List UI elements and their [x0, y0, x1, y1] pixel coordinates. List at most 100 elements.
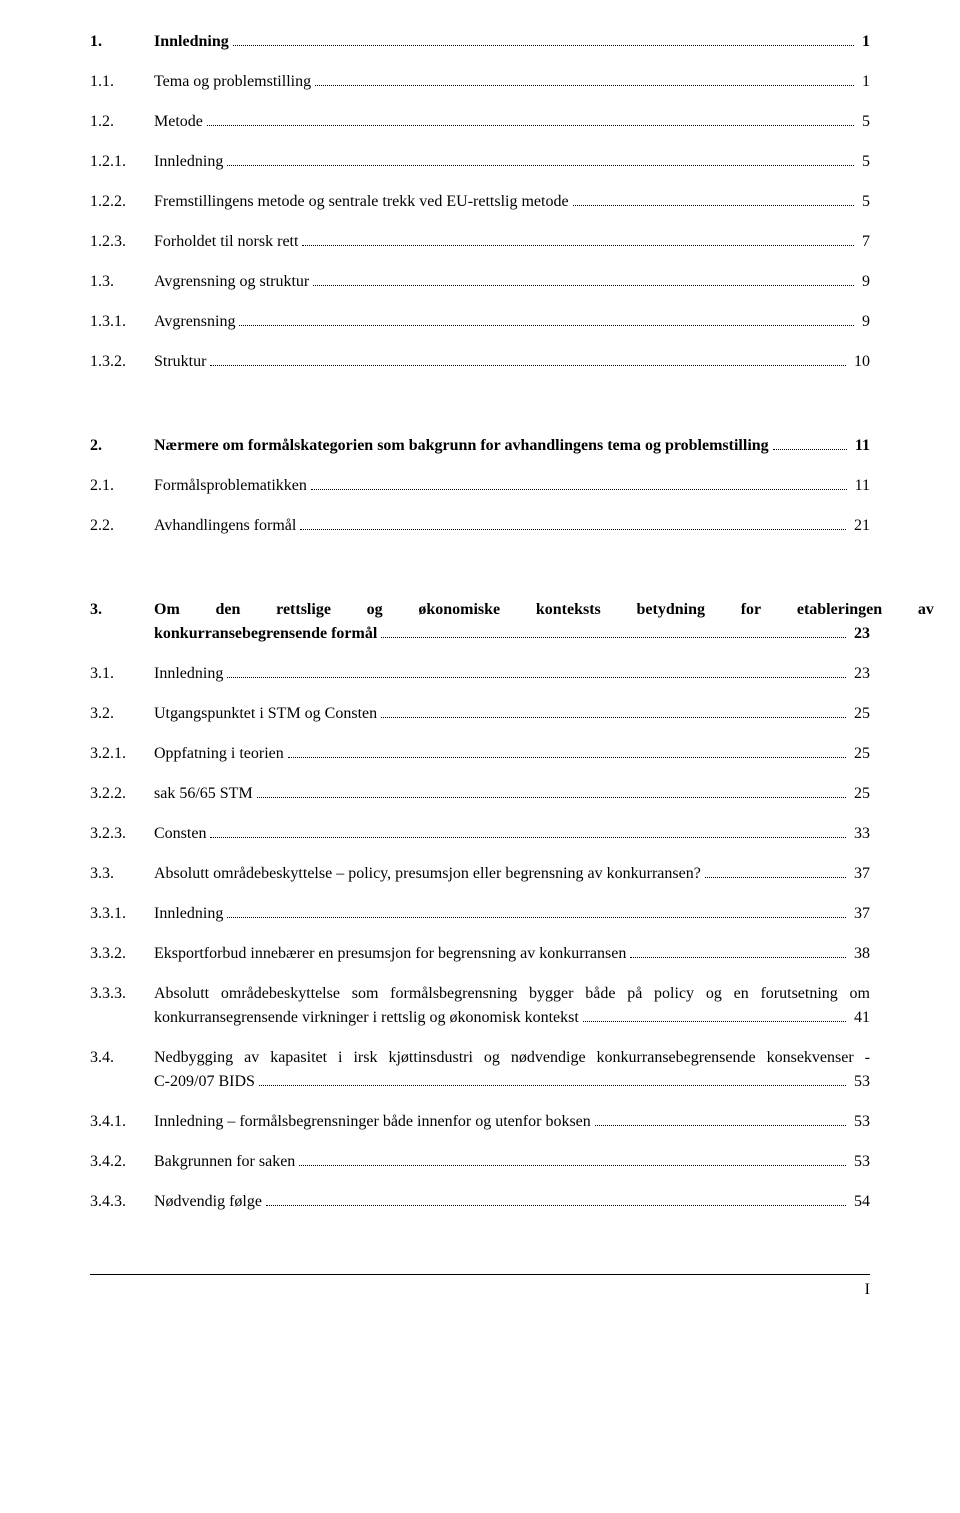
- toc-leader: [595, 1125, 846, 1126]
- toc-page: 11: [851, 434, 870, 458]
- toc-number: 3.2.2.: [90, 782, 154, 806]
- toc-page: 23: [850, 662, 870, 686]
- toc-page: 37: [850, 902, 870, 926]
- toc-leader: [573, 205, 854, 206]
- toc-page: 10: [850, 350, 870, 374]
- toc-page: 25: [850, 702, 870, 726]
- toc-entry: 3.4.1.Innledning – formålsbegrensninger …: [90, 1110, 870, 1134]
- toc-number: 3.4.3.: [90, 1190, 154, 1214]
- toc-number: 1.1.: [90, 70, 154, 94]
- toc-entry: 3.2.1.Oppfatning i teorien 25: [90, 742, 870, 766]
- toc-entry: 1.Innledning1: [90, 30, 870, 54]
- toc-entry: 3.3.3.Absolutt områdebeskyttelse som for…: [90, 982, 870, 1030]
- toc-number: 2.: [90, 434, 154, 458]
- toc-title: sak 56/65 STM: [154, 782, 253, 806]
- toc-title: Utgangspunktet i STM og Consten: [154, 702, 377, 726]
- toc-leader: [311, 489, 847, 490]
- toc-page: 5: [858, 150, 870, 174]
- toc-title: Formålsproblematikken: [154, 474, 307, 498]
- toc-leader: [210, 365, 846, 366]
- toc-page: 23: [850, 622, 870, 646]
- toc-page: 53: [850, 1070, 870, 1094]
- toc-title-cont: konkurransegrensende virkninger i rettsl…: [154, 1006, 579, 1030]
- page-number: I: [865, 1281, 870, 1298]
- toc-entry: 3.4.2.Bakgrunnen for saken53: [90, 1150, 870, 1174]
- toc-page: 37: [850, 862, 870, 886]
- toc-number: 2.2.: [90, 514, 154, 538]
- toc-number: 1.2.3.: [90, 230, 154, 254]
- toc-number: 1.2.1.: [90, 150, 154, 174]
- toc-title: Nødvendig følge: [154, 1190, 262, 1214]
- toc-page: 7: [858, 230, 870, 254]
- toc-entry: 3.3.Absolutt områdebeskyttelse – policy,…: [90, 862, 870, 886]
- toc-leader: [266, 1205, 846, 1206]
- toc-entry: 1.2.3.Forholdet til norsk rett 7: [90, 230, 870, 254]
- toc-page: 41: [850, 1006, 870, 1030]
- toc-page: 9: [858, 310, 870, 334]
- toc-leader: [381, 637, 846, 638]
- toc-entry: 3.3.2.Eksportforbud innebærer en presums…: [90, 942, 870, 966]
- toc-number: 3.2.: [90, 702, 154, 726]
- toc-leader: [227, 917, 846, 918]
- toc-number: 3.4.: [90, 1046, 154, 1070]
- toc-number: 3.2.1.: [90, 742, 154, 766]
- toc-title: Absolutt områdebeskyttelse som formålsbe…: [154, 982, 870, 1006]
- toc-entry: 3.4.3.Nødvendig følge 54: [90, 1190, 870, 1214]
- toc-number: 3.3.2.: [90, 942, 154, 966]
- toc-entry: 1.2.2.Fremstillingens metode og sentrale…: [90, 190, 870, 214]
- toc-entry: 3.2.Utgangspunktet i STM og Consten 25: [90, 702, 870, 726]
- page-footer: I: [90, 1274, 870, 1299]
- toc-title: Oppfatning i teorien: [154, 742, 284, 766]
- toc-title: Forholdet til norsk rett: [154, 230, 298, 254]
- toc-number: 3.4.2.: [90, 1150, 154, 1174]
- toc-number: 3.3.1.: [90, 902, 154, 926]
- toc-title: Metode: [154, 110, 203, 134]
- toc-number: 3.1.: [90, 662, 154, 686]
- toc-leader: [210, 837, 846, 838]
- toc-leader: [233, 45, 854, 46]
- toc-entry: 1.1.Tema og problemstilling1: [90, 70, 870, 94]
- toc-title: Absolutt områdebeskyttelse – policy, pre…: [154, 862, 701, 886]
- toc-page: 1: [858, 30, 870, 54]
- toc-entry: 1.2.Metode5: [90, 110, 870, 134]
- toc-entry: 3.1.Innledning23: [90, 662, 870, 686]
- toc-entry: 3.4.Nedbygging av kapasitet i irsk kjøtt…: [90, 1046, 870, 1094]
- toc-title: Innledning: [154, 902, 223, 926]
- toc-title: Avhandlingens formål: [154, 514, 296, 538]
- toc-entry: 3.Omdenrettsligeogøkonomiskekontekstsbet…: [90, 598, 870, 646]
- toc-leader: [313, 285, 854, 286]
- toc-page: 53: [850, 1110, 870, 1134]
- toc-title-cont: konkurransebegrensende formål: [154, 622, 377, 646]
- toc-number: 1.2.: [90, 110, 154, 134]
- toc-number: 3.: [90, 598, 154, 622]
- toc-leader: [227, 165, 854, 166]
- toc-page: 54: [850, 1190, 870, 1214]
- toc-number: 3.3.: [90, 862, 154, 886]
- toc-page: 38: [850, 942, 870, 966]
- toc-number: 1.2.2.: [90, 190, 154, 214]
- toc-entry: 1.3.Avgrensning og struktur9: [90, 270, 870, 294]
- toc-entry: 2.2.Avhandlingens formål21: [90, 514, 870, 538]
- toc-number: 3.2.3.: [90, 822, 154, 846]
- toc-title: Consten: [154, 822, 206, 846]
- toc-number: 3.4.1.: [90, 1110, 154, 1134]
- toc-page: 25: [850, 782, 870, 806]
- toc-title: Innledning – formålsbegrensninger både i…: [154, 1110, 591, 1134]
- toc-number: 1.3.1.: [90, 310, 154, 334]
- toc-leader: [259, 1085, 846, 1086]
- toc-number: 2.1.: [90, 474, 154, 498]
- toc-title: Fremstillingens metode og sentrale trekk…: [154, 190, 569, 214]
- toc-page: 1: [858, 70, 870, 94]
- toc-page: 25: [850, 742, 870, 766]
- toc-page: 33: [850, 822, 870, 846]
- toc-title: Avgrensning: [154, 310, 235, 334]
- toc-number: 1.3.2.: [90, 350, 154, 374]
- toc-page: 53: [850, 1150, 870, 1174]
- toc-leader: [300, 529, 846, 530]
- toc-leader: [239, 325, 854, 326]
- toc-leader: [302, 245, 854, 246]
- toc-leader: [381, 717, 846, 718]
- toc-leader: [299, 1165, 846, 1166]
- toc-number: 3.3.3.: [90, 982, 154, 1006]
- toc-leader: [288, 757, 846, 758]
